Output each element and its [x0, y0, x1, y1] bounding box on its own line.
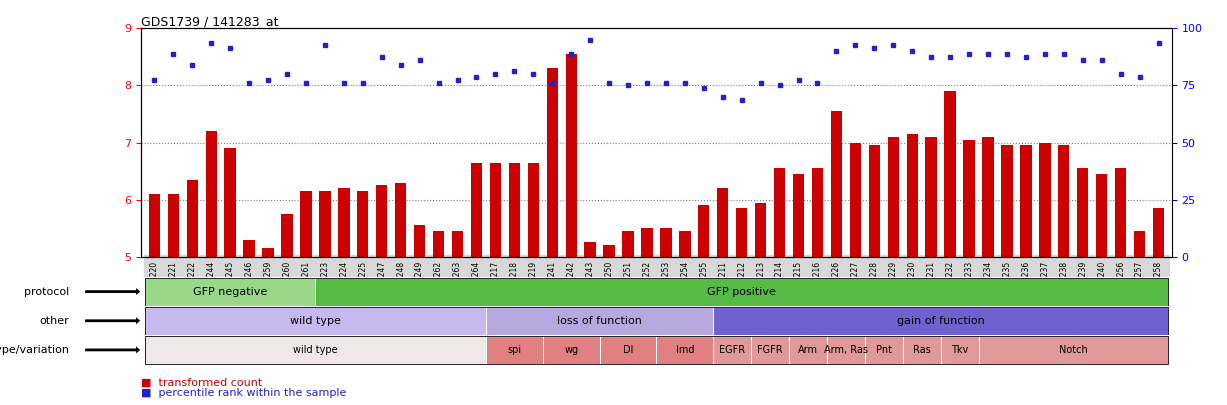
Bar	[1001, 145, 1012, 257]
Text: GFP negative: GFP negative	[193, 287, 267, 296]
Bar	[831, 111, 842, 257]
Text: wild type: wild type	[293, 345, 337, 355]
Bar	[528, 162, 539, 257]
Bar	[812, 168, 823, 257]
Text: Ras: Ras	[913, 345, 930, 355]
Bar	[755, 202, 767, 257]
Text: loss of function: loss of function	[557, 316, 642, 326]
Bar	[698, 205, 709, 257]
Text: ■  percentile rank within the sample: ■ percentile rank within the sample	[141, 388, 346, 398]
Bar	[827, 336, 865, 364]
Bar	[243, 240, 255, 257]
Bar	[1039, 143, 1050, 257]
Bar	[486, 307, 713, 335]
Text: wg: wg	[564, 345, 578, 355]
Text: Dl: Dl	[623, 345, 633, 355]
Bar	[660, 228, 671, 257]
Bar	[903, 336, 941, 364]
Bar	[1153, 208, 1164, 257]
Bar	[1077, 168, 1088, 257]
Bar	[452, 231, 463, 257]
Bar	[713, 336, 751, 364]
Bar	[395, 183, 406, 257]
Text: Imd: Imd	[676, 345, 694, 355]
Bar	[907, 134, 918, 257]
Text: wild type: wild type	[290, 316, 341, 326]
Bar	[509, 162, 520, 257]
Bar	[680, 231, 691, 257]
Bar	[187, 180, 198, 257]
Bar	[281, 214, 293, 257]
Bar	[622, 231, 633, 257]
Bar	[963, 140, 974, 257]
Bar	[941, 336, 978, 364]
Bar	[471, 162, 482, 257]
Bar	[433, 231, 444, 257]
Bar	[584, 243, 596, 257]
Text: spi: spi	[507, 345, 521, 355]
Bar	[642, 228, 653, 257]
Bar	[1058, 145, 1070, 257]
Bar	[887, 137, 899, 257]
Bar	[145, 307, 486, 335]
Bar	[546, 68, 558, 257]
Text: Notch: Notch	[1059, 345, 1087, 355]
Bar	[357, 191, 368, 257]
Bar	[774, 168, 785, 257]
Text: genotype/variation: genotype/variation	[0, 345, 69, 355]
Bar	[978, 336, 1168, 364]
Bar	[869, 145, 880, 257]
Text: gain of function: gain of function	[897, 316, 984, 326]
Text: Arm, Ras: Arm, Ras	[823, 345, 867, 355]
Bar	[168, 194, 179, 257]
Bar	[263, 248, 274, 257]
Bar	[945, 91, 956, 257]
Bar	[319, 191, 330, 257]
Bar	[793, 174, 804, 257]
Bar	[566, 54, 577, 257]
Bar	[717, 188, 729, 257]
Bar	[1115, 168, 1126, 257]
Bar	[542, 336, 600, 364]
Bar	[1020, 145, 1032, 257]
Text: other: other	[39, 316, 69, 326]
Bar	[1096, 174, 1107, 257]
Text: Tkv: Tkv	[951, 345, 968, 355]
Bar	[925, 137, 937, 257]
Bar	[656, 336, 713, 364]
Bar	[375, 185, 388, 257]
Bar	[145, 336, 486, 364]
Bar	[849, 143, 861, 257]
Text: GDS1739 / 141283_at: GDS1739 / 141283_at	[141, 15, 279, 28]
Text: EGFR: EGFR	[719, 345, 745, 355]
Bar	[490, 162, 501, 257]
Bar	[339, 188, 350, 257]
Bar	[315, 277, 1168, 306]
Bar	[865, 336, 903, 364]
Bar	[148, 194, 160, 257]
Bar	[413, 225, 426, 257]
Bar	[983, 137, 994, 257]
Bar	[486, 336, 542, 364]
Bar	[225, 148, 236, 257]
Bar	[736, 208, 747, 257]
Bar	[604, 245, 615, 257]
Bar	[1134, 231, 1145, 257]
Text: Arm: Arm	[798, 345, 818, 355]
Bar	[145, 277, 315, 306]
Text: GFP positive: GFP positive	[707, 287, 777, 296]
Text: Pnt: Pnt	[876, 345, 892, 355]
Bar	[206, 131, 217, 257]
Text: FGFR: FGFR	[757, 345, 783, 355]
Bar	[751, 336, 789, 364]
Bar	[789, 336, 827, 364]
Bar	[301, 191, 312, 257]
Text: ■  transformed count: ■ transformed count	[141, 378, 263, 388]
Bar	[713, 307, 1168, 335]
Bar	[600, 336, 656, 364]
Text: protocol: protocol	[23, 287, 69, 296]
